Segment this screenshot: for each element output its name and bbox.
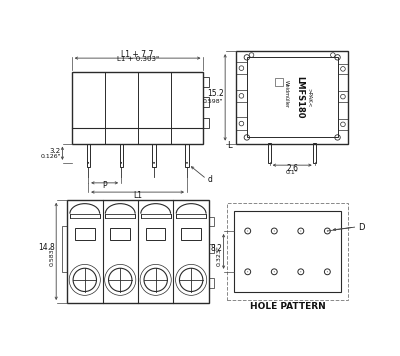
Bar — [234, 211, 341, 292]
Text: d: d — [207, 174, 212, 183]
Text: L1 + 0.303": L1 + 0.303" — [116, 56, 159, 62]
Circle shape — [153, 162, 155, 164]
Bar — [204, 98, 209, 108]
Bar — [67, 200, 209, 303]
Text: P: P — [102, 182, 107, 190]
Bar — [313, 143, 316, 163]
Text: LMFS180: LMFS180 — [296, 76, 304, 119]
Text: 14.8: 14.8 — [38, 243, 55, 252]
Bar — [186, 143, 188, 167]
Bar — [120, 143, 123, 167]
Bar — [338, 91, 348, 102]
Bar — [105, 214, 135, 218]
Bar — [87, 143, 90, 167]
Bar — [338, 63, 348, 74]
Bar — [209, 278, 214, 288]
Text: L1 + 7.7: L1 + 7.7 — [122, 50, 154, 59]
Text: 15.2: 15.2 — [207, 89, 224, 98]
Bar — [75, 227, 94, 240]
Text: L: L — [228, 141, 232, 150]
Circle shape — [120, 162, 122, 164]
Text: HOLE PATTERN: HOLE PATTERN — [250, 302, 326, 310]
Bar — [268, 143, 271, 163]
Bar — [236, 90, 247, 102]
Circle shape — [274, 271, 275, 272]
Circle shape — [327, 271, 328, 272]
Text: 8.2: 8.2 — [210, 244, 222, 253]
Text: 0.126": 0.126" — [40, 154, 61, 159]
Bar — [72, 72, 204, 143]
Bar — [62, 226, 67, 272]
Text: Weidmüller: Weidmüller — [284, 79, 288, 108]
Circle shape — [300, 271, 301, 272]
Bar — [247, 57, 338, 137]
Bar — [181, 227, 201, 240]
Circle shape — [186, 162, 188, 164]
Bar — [146, 227, 166, 240]
Bar — [236, 117, 247, 130]
Bar — [141, 214, 170, 218]
Text: >PAK<: >PAK< — [307, 88, 312, 107]
Bar — [236, 51, 348, 143]
Bar — [236, 62, 247, 74]
Text: 0.583": 0.583" — [50, 245, 55, 266]
Bar — [209, 244, 214, 253]
Bar — [209, 217, 214, 226]
Text: 0.598": 0.598" — [203, 99, 224, 104]
Bar — [110, 227, 130, 240]
Circle shape — [87, 162, 89, 164]
Text: L1: L1 — [133, 191, 142, 200]
Text: 2.6: 2.6 — [286, 164, 298, 173]
Text: 0.1": 0.1" — [286, 171, 298, 176]
Bar — [70, 214, 100, 218]
Bar — [338, 119, 348, 130]
Bar — [204, 118, 209, 128]
Text: 3.2: 3.2 — [50, 148, 61, 154]
Bar — [275, 78, 283, 86]
Text: 0.323": 0.323" — [217, 245, 222, 266]
Bar — [227, 203, 348, 300]
Text: D: D — [358, 222, 365, 232]
Bar — [176, 214, 206, 218]
Bar — [204, 77, 209, 87]
Circle shape — [247, 271, 248, 272]
Bar — [152, 143, 156, 167]
